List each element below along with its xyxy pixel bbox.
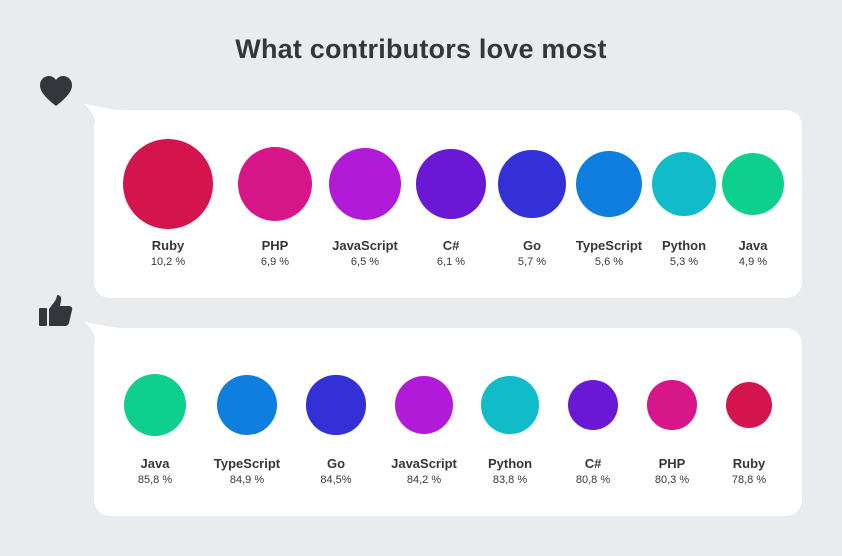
bubble-javascript <box>329 148 401 220</box>
value-label: 4,9 % <box>738 256 768 268</box>
bubble-label-group: TypeScript 84,9 % <box>187 456 307 488</box>
language-label: Ruby <box>151 238 185 253</box>
bubble-typescript <box>575 150 643 218</box>
heart-icon <box>40 76 72 106</box>
bubble-label-group: C# 6,1 % <box>391 238 511 270</box>
value-label: 84,5% <box>320 474 352 486</box>
value-label: 80,8 % <box>575 474 611 486</box>
panel-loved: Ruby 10,2 % PHP 6,9 % JavaScript 6,5 % C# 6,1 %… <box>94 110 802 298</box>
bubble-label-group: Java 4,9 % <box>693 238 813 270</box>
bubble-php <box>647 380 697 430</box>
value-label: 84,9 % <box>229 474 265 486</box>
value-label: 83,8 % <box>492 474 528 486</box>
bubble-label-group: Python 83,8 % <box>450 456 570 488</box>
value-label: 80,3 % <box>654 474 690 486</box>
bubble-label-group: TypeScript 5,6 % <box>549 238 669 270</box>
bubble-label-group: JavaScript 6,5 % <box>305 238 425 270</box>
language-label: C# <box>442 238 460 253</box>
bubble-label-group: Ruby 78,8 % <box>689 456 809 488</box>
bubble-php <box>237 146 312 221</box>
language-label: PHP <box>261 238 289 253</box>
value-label: 5,7 % <box>517 256 547 268</box>
bubble-label-group: Go 84,5% <box>276 456 396 488</box>
chart-title: What contributors love most <box>235 34 607 64</box>
language-label: TypeScript <box>575 238 643 253</box>
bubble-label-group: JavaScript 84,2 % <box>364 456 484 488</box>
thumbs-up-icon <box>39 295 73 326</box>
value-label: 6,9 % <box>260 256 290 268</box>
bubble-label-group: Ruby 10,2 % <box>108 238 228 270</box>
language-label: JavaScript <box>391 456 457 471</box>
language-label: JavaScript <box>332 238 398 253</box>
bubble-label-group: Python 5,3 % <box>624 238 744 270</box>
value-label: 6,5 % <box>350 256 380 268</box>
bubble-label-group: PHP 80,3 % <box>612 456 732 488</box>
bubble-label-group: Go 5,7 % <box>472 238 592 270</box>
value-label: 5,6 % <box>594 256 624 268</box>
bubble-ruby <box>726 382 772 428</box>
bubble-label-group: C# 80,8 % <box>533 456 653 488</box>
bubble-ruby <box>123 139 213 229</box>
language-label: Ruby <box>732 456 766 471</box>
bubble-c- <box>567 379 619 431</box>
language-label: C# <box>584 456 602 471</box>
language-label: TypeScript <box>213 456 281 471</box>
bubble-python <box>651 151 717 217</box>
bubble-javascript <box>394 375 454 435</box>
bubble-go <box>306 375 366 435</box>
bubble-python <box>481 376 539 434</box>
language-label: Java <box>140 456 170 471</box>
language-label: Java <box>738 238 768 253</box>
bubble-go <box>498 150 566 218</box>
panel-approved: Java 85,8 % TypeScript 84,9 % Go 84,5% JavaScr… <box>94 328 802 516</box>
value-label: 6,1 % <box>436 256 466 268</box>
value-label: 5,3 % <box>669 256 699 268</box>
language-label: Go <box>326 456 346 471</box>
value-label: 84,2 % <box>406 474 442 486</box>
bubble-label-group: PHP 6,9 % <box>215 238 335 270</box>
language-label: Python <box>487 456 533 471</box>
language-label: PHP <box>658 456 686 471</box>
bubble-c- <box>416 149 486 219</box>
language-label: Python <box>661 238 707 253</box>
value-label: 10,2 % <box>150 256 186 268</box>
value-label: 85,8 % <box>137 474 173 486</box>
bubble-label-group: Java 85,8 % <box>95 456 215 488</box>
bubble-java <box>124 374 186 436</box>
language-label: Go <box>522 238 542 253</box>
bubble-java <box>721 152 785 216</box>
bubble-typescript <box>217 375 277 435</box>
value-label: 78,8 % <box>731 474 767 486</box>
